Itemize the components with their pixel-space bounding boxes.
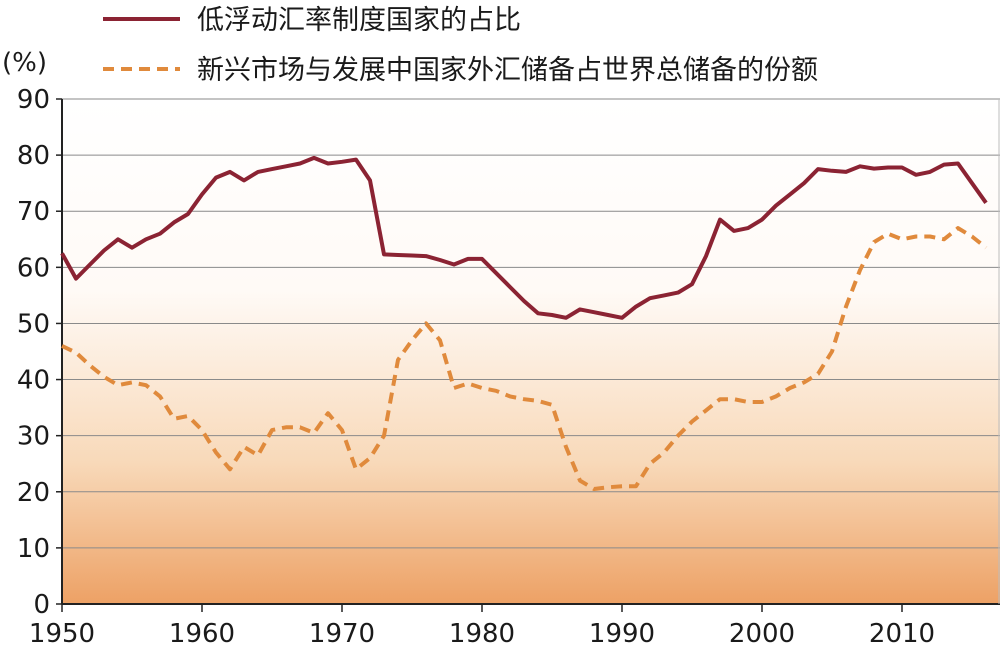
y-tick-label-60: 60	[17, 253, 50, 283]
series-line-0	[60, 155, 988, 320]
gridlines	[62, 98, 1000, 549]
series-line-1	[61, 226, 988, 491]
y-tick-label-90: 90	[17, 85, 50, 115]
x-tick-label-2000: 2000	[729, 619, 795, 646]
y-tick-label-0: 0	[33, 590, 50, 620]
legend: 低浮动汇率制度国家的占比 新兴市场与发展中国家外汇储备占世界总储备的份额	[103, 5, 818, 86]
x-tick-label-1960: 1960	[169, 619, 235, 646]
tick-labels: 0 10 20 30 40 50 60 70 80 90 1950 1960 1970 1980 1990 2…	[17, 85, 935, 646]
y-tick-label-70: 70	[17, 197, 50, 227]
y-unit-label: (%)	[2, 48, 47, 78]
x-tick-label-2010: 2010	[869, 619, 935, 646]
x-tick-label-1970: 1970	[309, 619, 375, 646]
y-tick-label-80: 80	[17, 141, 50, 171]
series-lines	[60, 155, 988, 491]
y-tick-label-10: 10	[17, 534, 50, 564]
y-tick-label-20: 20	[17, 478, 50, 508]
x-tick-label-1980: 1980	[449, 619, 515, 646]
y-tick-label-50: 50	[17, 309, 50, 339]
legend-label-fixed-rate: 低浮动汇率制度国家的占比	[197, 5, 521, 36]
y-tick-label-30: 30	[17, 422, 50, 452]
axes	[61, 99, 1000, 605]
y-tick-label-40: 40	[17, 366, 50, 396]
x-tick-label-1990: 1990	[589, 619, 655, 646]
legend-label-em-reserves: 新兴市场与发展中国家外汇储备占世界总储备的份额	[197, 55, 818, 86]
x-tick-label-1950: 1950	[29, 619, 95, 646]
plot-background	[62, 99, 1000, 604]
